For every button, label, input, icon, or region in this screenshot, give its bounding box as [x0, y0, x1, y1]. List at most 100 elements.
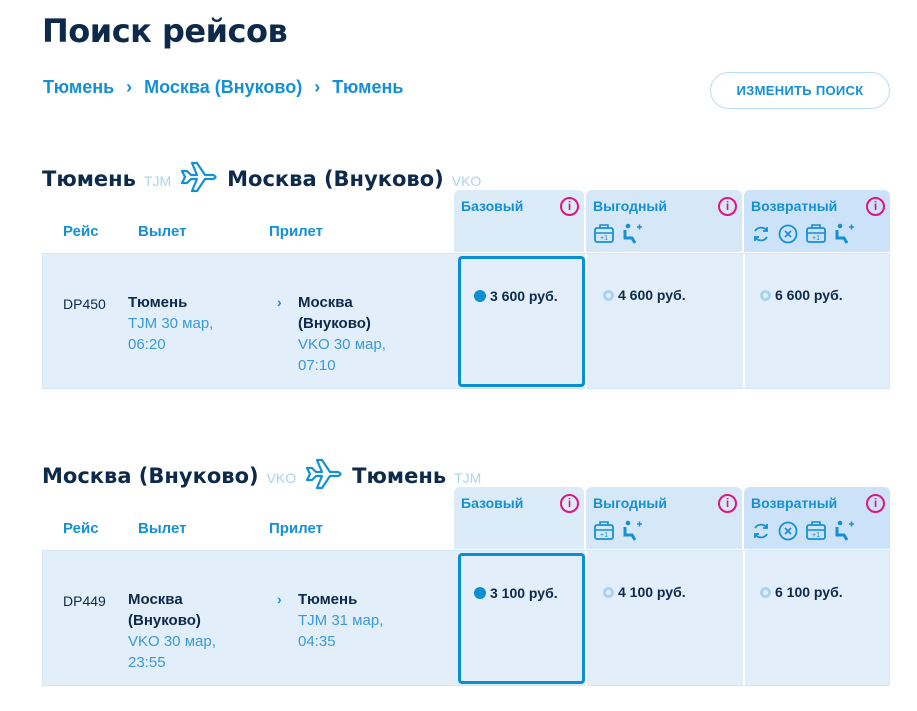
- origin-city: Тюмень: [42, 167, 136, 191]
- fare-name: Базовый: [461, 495, 524, 511]
- fare-name: Возвратный: [751, 495, 838, 511]
- fare-option-value[interactable]: 4 100 руб.: [603, 584, 686, 600]
- radio-icon[interactable]: [760, 289, 771, 301]
- breadcrumb-item[interactable]: Тюмень: [332, 77, 404, 97]
- route-heading: Москва (Внуково) VKO Тюмень TJM: [42, 457, 481, 495]
- fare-header-basic[interactable]: Базовый i: [454, 487, 584, 549]
- fare-header-refundable[interactable]: Возвратный i +1: [744, 487, 890, 549]
- fare-name: Возвратный: [751, 198, 838, 214]
- divider: [743, 254, 745, 390]
- arrival-time: 04:35: [298, 633, 336, 650]
- fare-name: Выгодный: [593, 495, 667, 511]
- column-flight: Рейс: [63, 223, 99, 240]
- info-icon[interactable]: i: [560, 197, 579, 216]
- breadcrumb-item[interactable]: Москва (Внуково): [144, 77, 303, 97]
- radio-icon[interactable]: [760, 586, 771, 598]
- divider: [743, 551, 745, 687]
- column-flight: Рейс: [63, 520, 99, 537]
- fare-header-basic[interactable]: Базовый i: [454, 190, 584, 252]
- baggage-plus-one-icon: +1: [805, 520, 827, 547]
- refund-icon: [777, 223, 799, 250]
- fare-option-value[interactable]: 4 600 руб.: [603, 287, 686, 303]
- radio-selected-icon[interactable]: [474, 587, 486, 599]
- departure-info: Тюмень TJM 30 мар, 06:20: [128, 292, 213, 355]
- departure-date: VKO 30 мар,: [128, 633, 216, 650]
- exchange-icon: [751, 223, 771, 250]
- chevron-right-icon: ›: [314, 77, 321, 97]
- origin-code: VKO: [266, 470, 297, 486]
- chevron-right-icon: ›: [277, 294, 282, 310]
- svg-text:+1: +1: [812, 235, 820, 242]
- route-heading: Тюмень TJM Москва (Внуково) VKO: [42, 160, 481, 198]
- origin-city: Москва (Внуково): [42, 464, 259, 488]
- baggage-plus-one-icon: +1: [593, 223, 615, 250]
- fare-name: Выгодный: [593, 198, 667, 214]
- destination-city: Москва (Внуково): [227, 167, 444, 191]
- departure-info: Москва (Внуково) VKO 30 мар, 23:55: [128, 589, 216, 673]
- seat-selection-icon: [833, 223, 855, 250]
- change-search-button[interactable]: ИЗМЕНИТЬ ПОИСК: [710, 72, 890, 109]
- breadcrumb: Тюмень › Москва (Внуково) › Тюмень: [43, 77, 403, 98]
- destination-code: TJM: [454, 470, 482, 486]
- destination-city: Тюмень: [352, 464, 447, 488]
- column-arrival: Прилет: [269, 520, 323, 537]
- seat-selection-icon: [833, 520, 855, 547]
- departure-date: TJM 30 мар,: [128, 315, 214, 332]
- info-icon[interactable]: i: [866, 197, 885, 216]
- fare-option-basic-selected[interactable]: 3 100 руб.: [458, 553, 585, 684]
- flight-row: DP450 Тюмень TJM 30 мар, 06:20 › Москва (…: [42, 253, 890, 390]
- destination-code: VKO: [451, 173, 482, 189]
- departure-city: Москва: [128, 591, 183, 608]
- baggage-plus-one-icon: +1: [805, 223, 827, 250]
- flight-number: DP449: [63, 593, 106, 609]
- fare-header-refundable[interactable]: Возвратный i +1: [744, 190, 890, 252]
- origin-code: TJM: [143, 173, 172, 189]
- refund-icon: [777, 520, 799, 547]
- fare-header-value[interactable]: Выгодный i +1: [586, 190, 742, 252]
- departure-city-line2: (Внуково): [128, 612, 201, 629]
- price-basic: 3 600 руб.: [490, 288, 558, 304]
- exchange-icon: [751, 520, 771, 547]
- info-icon[interactable]: i: [718, 197, 737, 216]
- radio-icon[interactable]: [603, 289, 614, 301]
- outbound-section: Тюмень TJM Москва (Внуково) VKO Рейс Выл…: [0, 160, 917, 410]
- chevron-right-icon: ›: [126, 77, 133, 97]
- fare-name: Базовый: [461, 198, 524, 214]
- divider: [585, 254, 587, 390]
- departure-city: Тюмень: [128, 294, 188, 311]
- divider: [585, 551, 587, 687]
- column-arrival: Прилет: [269, 223, 323, 240]
- flight-number: DP450: [63, 296, 106, 312]
- return-section: Москва (Внуково) VKO Тюмень TJM Рейс Выл…: [0, 457, 917, 707]
- seat-selection-icon: [621, 223, 643, 250]
- fare-header-value[interactable]: Выгодный i +1: [586, 487, 742, 549]
- info-icon[interactable]: i: [560, 494, 579, 513]
- svg-text:+1: +1: [600, 532, 608, 539]
- arrival-city: Москва: [298, 294, 353, 311]
- arrival-info: Тюмень TJM 31 мар, 04:35: [298, 589, 383, 652]
- price-basic: 3 100 руб.: [490, 585, 558, 601]
- price-value: 4 600 руб.: [618, 287, 686, 303]
- seat-selection-icon: [621, 520, 643, 547]
- price-value: 4 100 руб.: [618, 584, 686, 600]
- price-refundable: 6 600 руб.: [775, 287, 843, 303]
- fare-option-basic-selected[interactable]: 3 600 руб.: [458, 256, 585, 387]
- baggage-plus-one-icon: +1: [593, 520, 615, 547]
- radio-selected-icon[interactable]: [474, 290, 486, 302]
- breadcrumb-item[interactable]: Тюмень: [43, 77, 115, 97]
- radio-icon[interactable]: [603, 586, 614, 598]
- flight-row: DP449 Москва (Внуково) VKO 30 мар, 23:55 …: [42, 550, 890, 687]
- chevron-right-icon: ›: [277, 591, 282, 607]
- plane-icon: [304, 457, 344, 495]
- price-refundable: 6 100 руб.: [775, 584, 843, 600]
- arrival-info: Москва (Внуково) VKO 30 мар, 07:10: [298, 292, 386, 376]
- arrival-date: TJM 31 мар,: [298, 612, 384, 629]
- svg-text:+1: +1: [812, 532, 820, 539]
- arrival-city: Тюмень: [298, 591, 358, 608]
- fare-option-refundable[interactable]: 6 100 руб.: [760, 584, 843, 600]
- departure-time: 06:20: [128, 336, 166, 353]
- info-icon[interactable]: i: [866, 494, 885, 513]
- fare-option-refundable[interactable]: 6 600 руб.: [760, 287, 843, 303]
- arrival-city-line2: (Внуково): [298, 315, 371, 332]
- info-icon[interactable]: i: [718, 494, 737, 513]
